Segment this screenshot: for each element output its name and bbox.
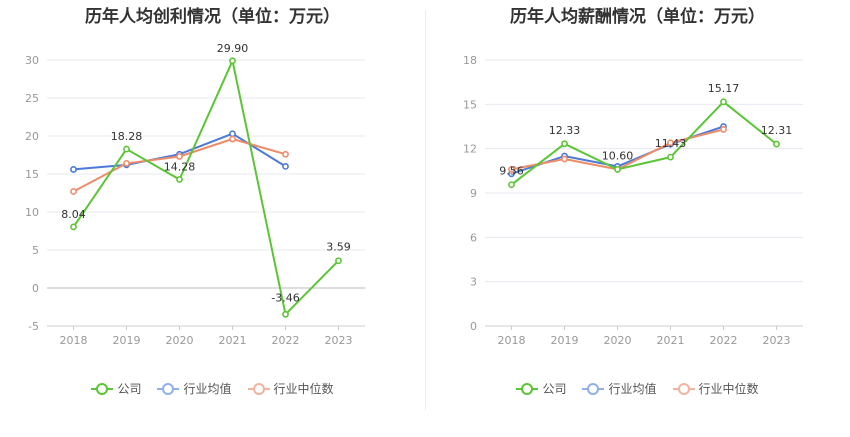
data-point	[335, 257, 342, 265]
y-tick-label: 3	[470, 276, 477, 289]
data-point	[614, 165, 621, 173]
legend-item-company[interactable]: 公司	[91, 380, 141, 397]
data-point	[229, 57, 236, 65]
x-tick-label: 2020	[604, 334, 632, 347]
data-point	[282, 150, 289, 158]
legend-label: 公司	[542, 382, 567, 396]
panel-divider	[425, 10, 426, 410]
legend-label: 行业中位数	[273, 382, 334, 396]
legend-label: 行业均值	[608, 382, 657, 396]
legend-marker	[91, 382, 114, 395]
legend-label: 行业均值	[183, 382, 232, 396]
data-label: 10.60	[602, 149, 634, 162]
data-label: 15.17	[708, 82, 740, 95]
y-tick-label: 12	[463, 143, 477, 156]
legend-marker	[247, 382, 270, 395]
data-point	[508, 181, 515, 189]
data-point	[282, 310, 289, 318]
y-tick-label: 5	[32, 244, 39, 257]
data-point	[561, 140, 568, 148]
data-label: 8.04	[61, 208, 86, 221]
series-line	[510, 100, 778, 186]
x-tick-label: 2022	[710, 334, 738, 347]
data-point	[508, 165, 515, 173]
data-label: 18.28	[111, 130, 143, 143]
y-tick-label: 15	[463, 98, 477, 111]
plot-area: -5 0 5 10 15 20 25 30 2018 2019 2020 2021 2022 2023 8.…	[25, 42, 365, 347]
legend: 公司 行业均值 行业中位数	[425, 380, 850, 397]
data-point	[773, 140, 780, 148]
x-tick-label: 2023	[763, 334, 791, 347]
legend-label: 行业中位数	[698, 382, 759, 396]
data-label: 29.90	[217, 42, 249, 55]
y-tick-label: 20	[25, 130, 39, 143]
data-point	[561, 155, 568, 163]
chart-panel-profit: 历年人均创利情况（单位：万元） -5 0 5 10 15 20 25 30 2018 2019 20…	[0, 7, 425, 397]
data-point	[229, 135, 236, 143]
chart-title: 历年人均薪酬情况（单位：万元）	[510, 7, 765, 27]
legend-item-industry-median[interactable]: 行业中位数	[247, 380, 334, 397]
x-tick-label: 2018	[498, 334, 526, 347]
y-tick-label: 18	[463, 54, 477, 67]
data-point	[176, 153, 183, 160]
y-tick-label: 0	[470, 320, 477, 333]
x-tick-label: 2021	[657, 334, 685, 347]
data-point	[176, 176, 183, 183]
data-label: 12.31	[761, 124, 793, 137]
data-label: 11.43	[655, 137, 687, 150]
data-point	[667, 139, 674, 147]
legend-marker	[582, 382, 605, 395]
y-tick-label: 25	[25, 92, 39, 105]
x-tick-label: 2023	[325, 334, 353, 347]
x-tick-label: 2019	[551, 334, 579, 347]
legend-item-industry-mean[interactable]: 行业均值	[157, 380, 232, 397]
x-tick-label: 2019	[113, 334, 141, 347]
data-point	[720, 98, 727, 106]
x-tick-label: 2021	[219, 334, 247, 347]
y-tick-label: 0	[32, 282, 39, 295]
data-point	[70, 166, 77, 173]
y-tick-label: 6	[470, 231, 477, 244]
chart-title: 历年人均创利情况（单位：万元）	[85, 7, 340, 27]
plot-area: 0 3 6 9 12 15 18 2018 2019 2020 2021 2022 2023 9.56 12…	[463, 54, 803, 347]
data-point	[229, 130, 236, 138]
data-point	[70, 188, 77, 195]
legend-label: 公司	[117, 382, 142, 396]
y-tick-label: -5	[28, 320, 39, 333]
legend-item-industry-median[interactable]: 行业中位数	[672, 380, 759, 397]
legend-marker	[672, 382, 695, 395]
series-line	[72, 59, 340, 316]
data-label: -3.46	[271, 291, 299, 304]
y-tick-label: 10	[25, 206, 39, 219]
y-tick-label: 9	[470, 187, 477, 200]
data-label: 12.33	[549, 124, 581, 137]
data-point	[123, 145, 130, 153]
data-point	[70, 223, 77, 231]
x-tick-label: 2020	[166, 334, 194, 347]
y-tick-label: 15	[25, 168, 39, 181]
x-tick-label: 2018	[60, 334, 88, 347]
chart-panel-salary: 历年人均薪酬情况（单位：万元） 0 3 6 9 12 15 18 2018 2019 2020 20…	[425, 0, 850, 437]
legend: 公司 行业均值 行业中位数	[0, 380, 425, 397]
data-point	[720, 126, 727, 133]
data-label: 14.28	[164, 160, 196, 173]
data-label: 3.59	[326, 241, 351, 254]
y-tick-label: 30	[25, 54, 39, 67]
legend-marker	[516, 382, 539, 395]
legend-item-industry-mean[interactable]: 行业均值	[582, 380, 657, 397]
x-tick-label: 2022	[272, 334, 300, 347]
data-label: 9.56	[499, 165, 524, 178]
data-point	[282, 162, 289, 170]
legend-item-company[interactable]: 公司	[516, 380, 566, 397]
legend-marker	[157, 382, 180, 395]
data-point	[123, 159, 130, 167]
data-point	[667, 153, 674, 161]
